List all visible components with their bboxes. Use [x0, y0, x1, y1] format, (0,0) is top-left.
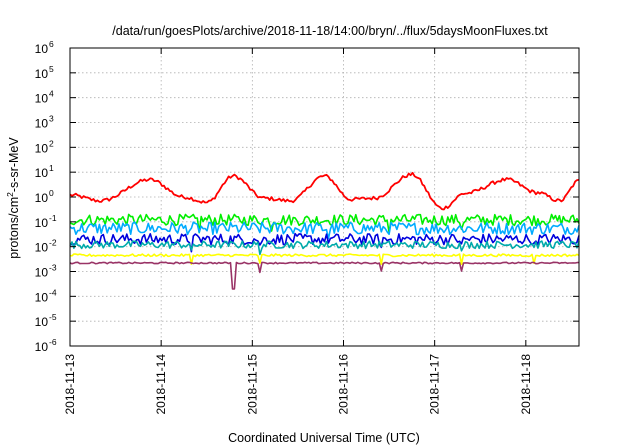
y-tick-label: 10-4 [35, 287, 57, 304]
x-tick-label: 2018-11-14 [154, 354, 168, 415]
y-tick-label: 10-2 [35, 238, 57, 255]
x-tick-label: 2018-11-18 [519, 354, 533, 415]
y-tick-label: 10-3 [35, 263, 57, 280]
y-tick-label: 105 [35, 64, 54, 81]
x-tick-label: 2018-11-16 [336, 354, 350, 415]
series-line [69, 232, 580, 253]
axis-ticks: 10-6 10-5 10-4 10-3 10-2 10-1 100 101 102 103 104 1… [35, 39, 579, 415]
y-tick-label: 10-1 [35, 213, 57, 230]
series-line [69, 253, 580, 266]
svg-text:protons/cm2-s-sr-MeV: protons/cm2-s-sr-MeV [5, 137, 21, 259]
series-line [69, 221, 580, 240]
y-tick-label: 100 [35, 188, 54, 205]
y-tick-label: 104 [35, 89, 54, 106]
series-line [69, 213, 580, 234]
grid [70, 48, 579, 346]
series-line [69, 240, 580, 256]
y-tick-label: 106 [35, 39, 54, 56]
y-tick-label: 103 [35, 114, 54, 131]
chart-title: /data/run/goesPlots/archive/2018-11-18/1… [112, 24, 548, 38]
x-axis-label: Coordinated Universal Time (UTC) [228, 431, 420, 445]
y-axis-label: protons/cm2-s-sr-MeV [5, 137, 21, 259]
y-tick-label: 101 [35, 163, 54, 180]
y-tick-label: 102 [35, 138, 54, 155]
y-tick-label: 10-5 [35, 312, 57, 329]
series-line [69, 261, 580, 290]
x-tick-label: 2018-11-15 [245, 354, 259, 415]
x-tick-label: 2018-11-13 [63, 354, 77, 415]
y-tick-label: 10-6 [35, 337, 57, 354]
x-tick-label: 2018-11-17 [428, 354, 442, 415]
series-line [69, 171, 580, 211]
series-lines [69, 171, 580, 290]
